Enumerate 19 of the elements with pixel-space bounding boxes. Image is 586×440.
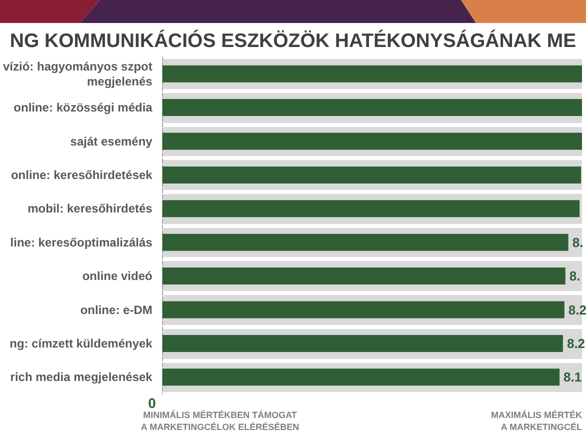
y-tick-label: online: keresőhirdetések: [10, 168, 153, 182]
y-tick-label: online: közösségi média: [14, 100, 153, 115]
y-tick-label: vízió: hagyományos szpot megjelenés: [2, 59, 153, 88]
y-tick-label: online videó: [82, 269, 152, 284]
text: MAXIMÁLIS MÉRTÉK A MARKETINGCÉL: [491, 410, 582, 432]
data-label: 8.2: [568, 302, 586, 318]
y-tick-label: mobil: keresőhirdetés: [28, 202, 153, 216]
data-label: 8.: [569, 268, 580, 284]
chart-title: NG KOMMUNIKÁCIÓS ESZKÖZÖK HATÉKONYSÁGÁNAK ME: [10, 29, 576, 52]
y-tick-label: online: e-DM: [80, 302, 152, 317]
data-label: 8.: [572, 234, 584, 250]
y-tick-label: rich media megjelenések: [10, 370, 153, 384]
text: 0: [148, 395, 156, 411]
y-tick-label: saját esemény: [70, 134, 153, 148]
y-tick-label: ng: címzett küldemények: [10, 336, 153, 350]
text: MINIMÁLIS MÉRTÉKBEN TÁMOGAT A MARKETINGCÉLOK ELÉRÉSÉBEN: [140, 410, 300, 432]
data-label: 8.2: [566, 336, 586, 351]
data-label: 8.1: [564, 370, 582, 385]
y-tick-label: line: keresőoptimalizálás: [10, 235, 153, 250]
